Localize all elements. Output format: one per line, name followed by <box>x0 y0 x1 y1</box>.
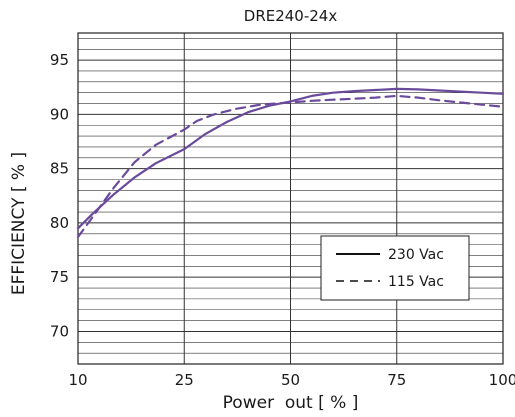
x-tick-label: 50 <box>281 371 300 389</box>
y-tick-label: 70 <box>50 322 69 340</box>
x-tick-label: 100 <box>489 371 515 389</box>
grid <box>78 33 503 365</box>
y-axis-label: EFFICIENCY [ % ] <box>9 152 29 295</box>
plot-frame <box>77 32 504 365</box>
legend: 230 Vac 115 Vac <box>320 235 470 301</box>
y-tick-label: 90 <box>50 105 69 123</box>
x-tick-label: 10 <box>68 371 87 389</box>
x-tick-labels: 10 25 50 75 100 <box>68 371 515 389</box>
series-layer <box>76 87 505 239</box>
x-tick-label: 25 <box>175 371 194 389</box>
series-line-115-vac <box>76 94 505 239</box>
legend-label-115-vac: 115 Vac <box>388 274 444 290</box>
x-axis-label: Power out [ % ] <box>223 393 359 413</box>
y-tick-label: 80 <box>50 214 69 232</box>
legend-label-230-vac: 230 Vac <box>388 247 444 263</box>
series-line-230-vac <box>76 87 505 230</box>
y-tick-label: 75 <box>50 268 69 286</box>
y-tick-label: 95 <box>50 51 69 69</box>
legend-box <box>320 235 470 301</box>
x-tick-label: 75 <box>387 371 406 389</box>
y-tick-labels: 70 75 80 85 90 95 <box>50 51 69 340</box>
y-tick-label: 85 <box>50 160 69 178</box>
chart-title: DRE240-24x <box>244 7 338 25</box>
